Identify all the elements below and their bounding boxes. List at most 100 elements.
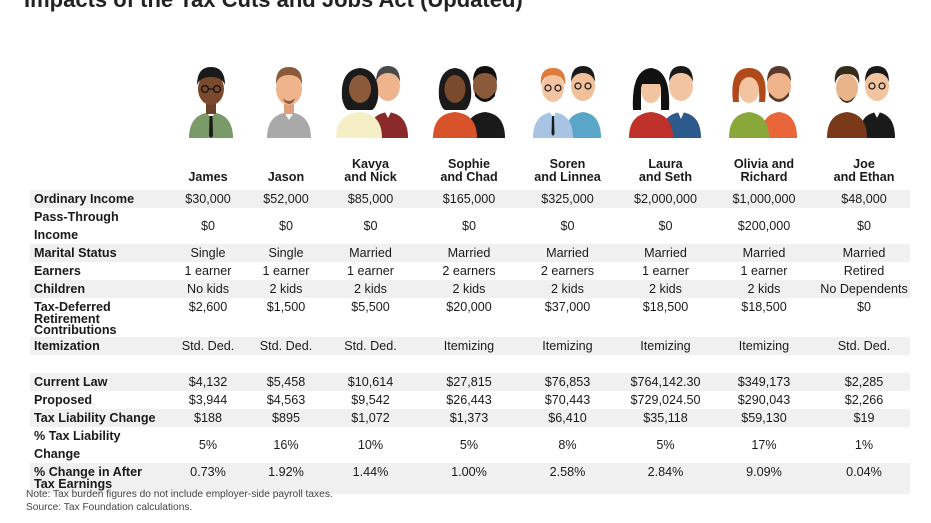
note-text: Note: Tax burden figures do not include … [26, 489, 333, 500]
table-cell: $52,000 [255, 190, 317, 208]
footnotes: Note: Tax burden figures do not include … [26, 488, 333, 514]
page-title: Impacts of the Tax Cuts and Jobs Act (Up… [24, 0, 523, 13]
household-name: Laura and Seth [638, 157, 693, 184]
avatar-joe-and-ethan [817, 58, 907, 140]
table-cell: 10% [357, 437, 384, 452]
table-cell: $4,563 [266, 392, 306, 407]
table-cell: $70,443 [544, 392, 591, 407]
table-cell: $26,443 [446, 392, 492, 407]
table-cell: $188 [161, 408, 255, 427]
table-cell: $764,142.30 [621, 372, 710, 391]
table-cell: 2.84% [621, 462, 710, 494]
table-cell: $2,000,000 [621, 190, 710, 208]
table-cell: $0 [461, 219, 476, 233]
table-cell: $290,043 [737, 392, 791, 407]
avatar-soren-and-linnea [523, 58, 613, 140]
table-cell: $35,118 [621, 408, 710, 427]
table-cell: Itemizing [424, 336, 514, 355]
household-header-row: James Jason Kavya and Nick Sophie and Ch… [30, 158, 910, 190]
couple-icon [533, 66, 601, 138]
table-cell: Married [514, 244, 621, 262]
table-cell: 16% [273, 437, 299, 452]
table-cell: 2.58% [514, 462, 621, 494]
source-text: Source: Tax Foundation calculations. [26, 502, 193, 513]
avatar-james [166, 58, 256, 140]
avatar-jason [244, 58, 334, 140]
table-cell: $1,373 [424, 408, 514, 427]
table-cell: $30,000 [161, 190, 255, 208]
table-cell: $729,024.50 [630, 392, 701, 407]
table-cell: Single [161, 244, 255, 262]
table-cell: Married [710, 244, 818, 262]
avatar-laura-and-seth [621, 58, 711, 140]
table-cell: $6,410 [514, 408, 621, 427]
avatar-row [0, 58, 931, 142]
table-cell: 2 kids [621, 280, 710, 298]
row-label: Children [30, 280, 161, 298]
table-cell: $2,600 [188, 300, 228, 314]
table-cell: 2 kids [255, 280, 317, 298]
couple-icon [629, 66, 701, 138]
row-itemization: Itemization Std. Ded. Std. Ded. Std. Ded… [30, 336, 910, 355]
table-cell: 1% [854, 437, 874, 452]
table-cell: Married [818, 244, 910, 262]
row-ordinary-income: Ordinary Income $30,000 $52,000 $85,000 … [30, 190, 910, 208]
table-cell: $0 [856, 219, 871, 233]
table-cell: 2 kids [514, 280, 621, 298]
table-cell: Retired [843, 264, 885, 278]
row-label: Itemization [30, 336, 161, 355]
tax-impact-table: James Jason Kavya and Nick Sophie and Ch… [30, 158, 910, 494]
table-cell: $19 [818, 408, 910, 427]
table-cell: Married [424, 244, 514, 262]
table-cell: $165,000 [424, 190, 514, 208]
table-cell: $20,000 [446, 300, 492, 314]
table-cell: $76,853 [514, 372, 621, 391]
table-cell: 1 earner [262, 264, 310, 278]
table-cell: $1,000,000 [710, 190, 818, 208]
table-cell: $200,000 [737, 219, 791, 233]
row-current-law: Current Law $4,132 $5,458 $10,614 $27,81… [30, 372, 910, 391]
table-cell: $27,815 [424, 372, 514, 391]
table-cell: $85,000 [317, 190, 424, 208]
row-tax-liability-change: Tax Liability Change $188 $895 $1,072 $1… [30, 408, 910, 427]
household-name: James [188, 170, 228, 184]
table-cell: 1.00% [424, 462, 514, 494]
table-cell: 9.09% [710, 462, 818, 494]
table-cell: $5,500 [351, 300, 390, 314]
row-label: % Change in After Tax Earnings [30, 462, 161, 494]
man-icon [267, 67, 311, 138]
header-corner [30, 158, 161, 190]
row-label: Ordinary Income [30, 190, 161, 208]
couple-icon [827, 66, 895, 138]
table-cell: Married [317, 244, 424, 262]
table-cell: Single [255, 244, 317, 262]
table-cell: $1,500 [266, 300, 306, 314]
table-cell: $0 [856, 300, 871, 314]
table-cell: Std. Ded. [255, 336, 317, 355]
row-label: Earners [34, 264, 81, 278]
table-cell: $1,072 [317, 408, 424, 427]
table-cell: 5% [198, 437, 218, 452]
household-name: Sophie and Chad [440, 157, 498, 184]
row-label: Pass-Through Income [34, 210, 119, 242]
row-proposed: Proposed $3,944 $4,563 $9,542 $26,443 $7… [30, 391, 910, 409]
couple-icon [433, 66, 505, 138]
row-children: Children No kids 2 kids 2 kids 2 kids 2 … [30, 280, 910, 298]
table-cell: $2,285 [818, 372, 910, 391]
table-cell: Itemizing [710, 336, 818, 355]
couple-icon [729, 66, 797, 138]
man-icon [189, 67, 233, 138]
avatar-olivia-and-richard [719, 58, 809, 140]
row-label: Marital Status [30, 244, 161, 262]
table-cell: 0.73% [161, 462, 255, 494]
row-earners: Earners 1 earner 1 earner 1 earner 2 ear… [30, 262, 910, 280]
row-label: Tax Liability Change [30, 408, 161, 427]
couple-icon [336, 66, 408, 138]
table-cell: Std. Ded. [161, 336, 255, 355]
household-name: Olivia and Richard [733, 157, 795, 184]
table-cell: 8% [558, 437, 577, 452]
table-cell: $5,458 [255, 372, 317, 391]
table-cell: No kids [161, 280, 255, 298]
table-cell: Married [621, 244, 710, 262]
table-cell: 1.44% [317, 462, 424, 494]
